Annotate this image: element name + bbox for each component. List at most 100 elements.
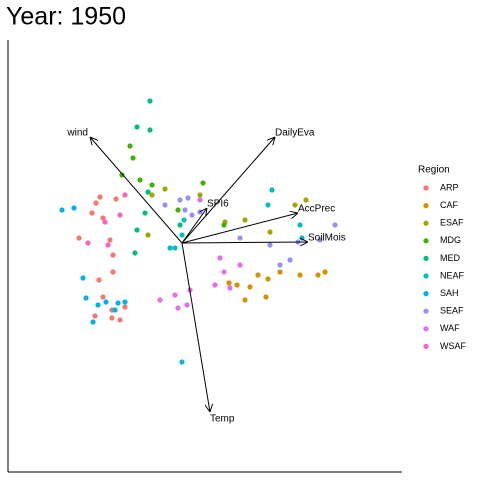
point <box>115 300 121 306</box>
point <box>242 217 248 223</box>
arrow-label: SPI6 <box>207 199 229 210</box>
legend-label: MDG <box>440 235 461 245</box>
arrow-label: SoilMois <box>308 233 346 244</box>
point <box>89 210 95 216</box>
point <box>157 297 163 303</box>
point <box>80 275 86 281</box>
point <box>172 245 178 251</box>
point <box>97 194 103 200</box>
arrow-label: AccPrec <box>298 204 335 215</box>
point <box>127 143 133 149</box>
point <box>59 207 65 213</box>
point <box>197 192 203 198</box>
point <box>317 237 323 243</box>
point <box>265 276 271 282</box>
point <box>110 269 116 275</box>
point <box>267 229 273 235</box>
point <box>117 212 123 218</box>
legend-label: NEAF <box>440 270 465 280</box>
point <box>119 172 125 178</box>
point <box>177 222 183 228</box>
point <box>227 285 233 291</box>
point <box>226 280 232 286</box>
point <box>147 98 153 104</box>
legend-label: CAF <box>440 200 459 210</box>
point <box>145 232 151 238</box>
point <box>292 202 298 208</box>
point <box>287 257 293 263</box>
legend-marker <box>423 203 429 209</box>
point <box>85 240 91 246</box>
legend-marker <box>423 185 429 191</box>
point <box>149 192 155 198</box>
point <box>96 277 102 283</box>
legend-marker <box>423 308 429 314</box>
point <box>122 192 128 198</box>
arrow-label: Temp <box>210 414 235 425</box>
point <box>181 217 187 223</box>
legend-marker <box>423 291 429 297</box>
point <box>132 250 138 256</box>
point <box>167 245 173 251</box>
legend-marker <box>423 343 429 349</box>
point <box>147 127 153 133</box>
legend-label: WAF <box>440 323 460 333</box>
point <box>242 297 248 303</box>
point <box>100 215 106 221</box>
legend-label: ARP <box>440 182 459 192</box>
legend-marker <box>423 255 429 261</box>
arrow <box>181 213 298 244</box>
point <box>269 187 275 193</box>
arrow-label: wind <box>66 128 88 139</box>
point <box>322 269 328 275</box>
point <box>197 197 203 203</box>
legend-label: ESAF <box>440 218 464 228</box>
point <box>102 219 108 225</box>
point <box>315 272 321 278</box>
arrow <box>181 137 275 244</box>
point <box>149 182 155 188</box>
point <box>95 302 101 308</box>
point <box>137 177 143 183</box>
point <box>179 232 185 238</box>
point <box>303 197 309 203</box>
point <box>172 292 178 298</box>
point <box>277 262 283 268</box>
point <box>117 317 123 323</box>
point <box>184 302 190 308</box>
point <box>267 242 273 248</box>
point <box>109 315 115 321</box>
point <box>189 212 195 218</box>
point <box>277 269 283 275</box>
point <box>297 272 303 278</box>
legend-marker <box>423 238 429 244</box>
point <box>177 197 183 203</box>
point <box>122 299 128 305</box>
legend-marker <box>423 273 429 279</box>
point <box>265 202 271 208</box>
point <box>92 313 98 319</box>
legend-marker <box>423 326 429 332</box>
legend-label: WSAF <box>440 341 467 351</box>
arrow-label: DailyEva <box>275 128 315 139</box>
point <box>299 235 305 241</box>
point <box>255 272 261 278</box>
point <box>221 269 227 275</box>
point <box>103 299 109 305</box>
point <box>185 195 191 201</box>
point <box>100 294 106 300</box>
point <box>134 227 140 233</box>
point <box>162 202 168 208</box>
point <box>263 294 269 300</box>
chart-title: Year: 1950 <box>6 3 126 31</box>
point <box>93 200 99 206</box>
point <box>182 207 188 213</box>
point <box>237 235 243 241</box>
point <box>197 209 203 215</box>
legend-label: SEAF <box>440 306 464 316</box>
point <box>145 189 151 195</box>
point <box>130 155 136 161</box>
point <box>122 304 128 310</box>
arrow <box>181 242 308 243</box>
